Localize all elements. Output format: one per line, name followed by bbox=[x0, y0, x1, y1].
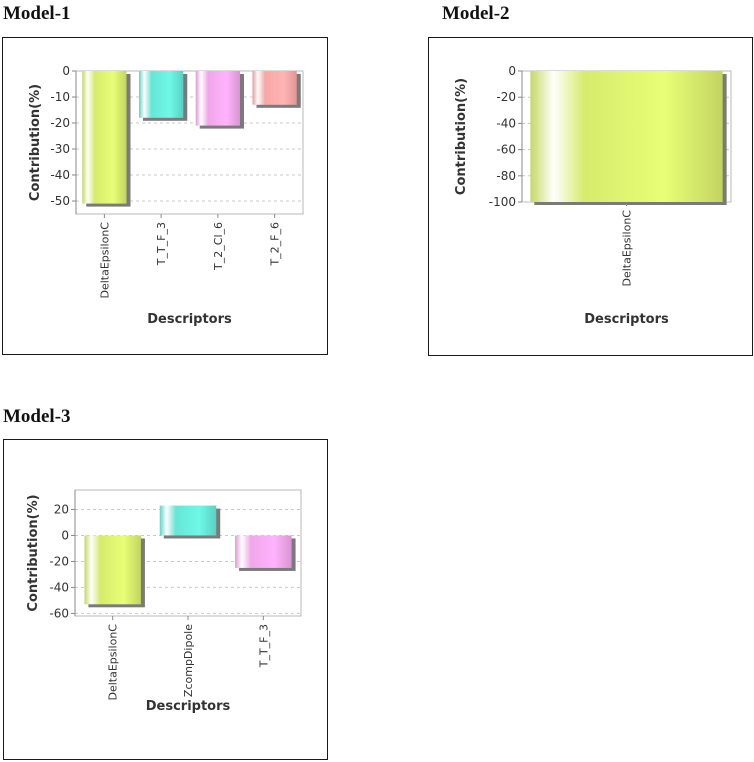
model-3-title: Model-3 bbox=[3, 406, 71, 427]
x-category-label: T_T_F_3 bbox=[257, 624, 270, 668]
y-tick-label: 0 bbox=[508, 64, 516, 78]
y-tick-label: -30 bbox=[50, 142, 70, 156]
x-category-label: T_T_F_3 bbox=[155, 222, 168, 266]
x-category-label: ZcompDipole bbox=[182, 624, 195, 697]
y-tick-label: -80 bbox=[496, 169, 516, 183]
model-2-chart: 0 -20 -40 -60 -80 -100 DeltaEpsilonC Descriptor… bbox=[454, 64, 732, 327]
bar bbox=[159, 505, 217, 536]
x-axis-title: Descriptors bbox=[584, 312, 669, 327]
model-2-title: Model-2 bbox=[442, 3, 510, 24]
y-tick-label: 0 bbox=[62, 64, 70, 78]
model-2-chart-frame: 0 -20 -40 -60 -80 -100 DeltaEpsilonC Descriptor… bbox=[428, 37, 753, 356]
model-3-chart: 20 0 -20 -40 -60 DeltaEpsilonC ZcompDipole T_T_… bbox=[26, 489, 302, 714]
bar bbox=[530, 71, 723, 202]
x-category-label: DeltaEpsilonC bbox=[98, 222, 111, 299]
bar bbox=[235, 535, 292, 568]
bar bbox=[82, 71, 127, 204]
y-tick-label: -100 bbox=[489, 195, 516, 209]
y-axis-title: Contribution(%) bbox=[26, 494, 41, 611]
y-tick-label: -20 bbox=[496, 90, 516, 104]
y-tick-label: -40 bbox=[50, 168, 70, 182]
bar bbox=[138, 71, 184, 118]
y-tick-label: -40 bbox=[496, 116, 516, 130]
model-1-title: Model-1 bbox=[3, 3, 71, 24]
y-axis-title: Contribution(%) bbox=[454, 78, 469, 195]
model-1-chart: 0 -10 -20 -30 -40 -50 DeltaEpsilonC T_T_F_3 T_2_… bbox=[28, 64, 304, 327]
x-axis-title: Descriptors bbox=[146, 699, 231, 714]
bar bbox=[195, 71, 241, 126]
model-1-chart-frame: 0 -10 -20 -30 -40 -50 DeltaEpsilonC T_T_F_3 T_2_… bbox=[2, 37, 328, 355]
model-3-chart-frame: 20 0 -20 -40 -60 DeltaEpsilonC ZcompDipole T_T_… bbox=[3, 439, 328, 760]
y-tick-label: 0 bbox=[61, 528, 69, 542]
y-axis-title: Contribution(%) bbox=[28, 84, 43, 201]
bar bbox=[252, 71, 297, 105]
y-tick-label: -60 bbox=[49, 606, 69, 620]
y-tick-label: -20 bbox=[49, 554, 69, 568]
y-tick-label: -10 bbox=[50, 90, 70, 104]
y-tick-label: -60 bbox=[496, 143, 516, 157]
x-category-label: DeltaEpsilonC bbox=[621, 210, 634, 287]
x-category-label: T_2_F_6 bbox=[269, 222, 282, 267]
y-tick-label: -20 bbox=[50, 116, 70, 130]
y-tick-label: 20 bbox=[54, 502, 69, 516]
x-category-label: T_2_Cl_6 bbox=[212, 222, 225, 271]
bar bbox=[84, 535, 141, 605]
x-category-label: DeltaEpsilonC bbox=[107, 624, 120, 701]
y-tick-label: -40 bbox=[49, 580, 69, 594]
y-tick-label: -50 bbox=[50, 194, 70, 208]
x-axis-title: Descriptors bbox=[147, 312, 232, 327]
